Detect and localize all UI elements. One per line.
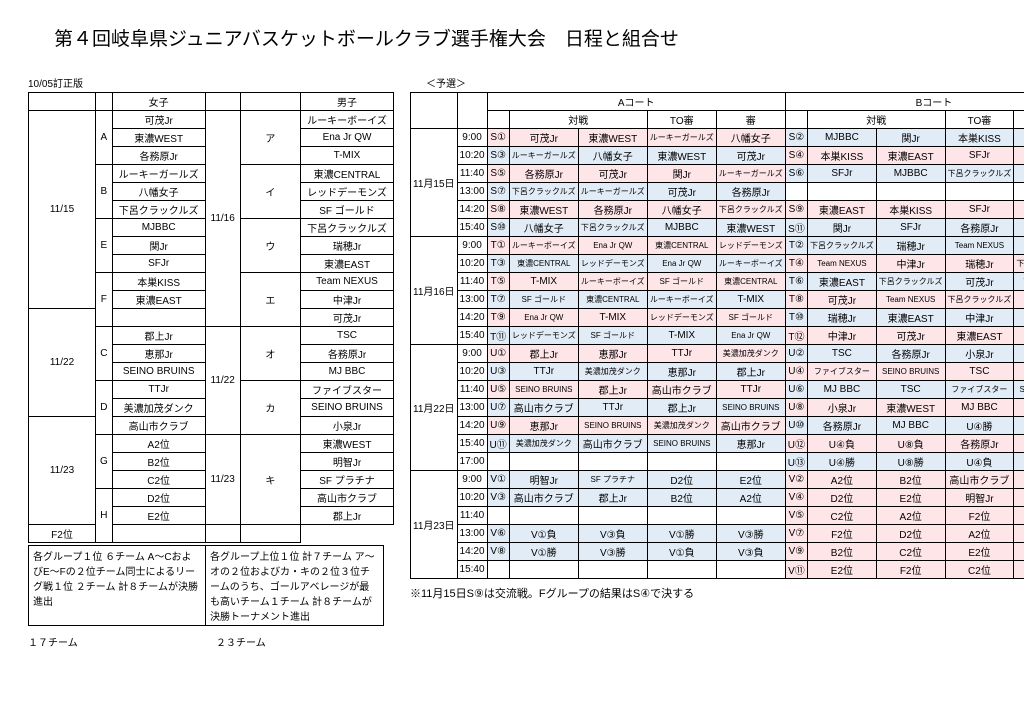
count-boys: ２３チーム xyxy=(216,634,394,649)
schedule-footnote: ※11月15日S⑨は交流戦。Fグループの結果はS④で決する xyxy=(410,585,1024,601)
count-girls: １７チーム xyxy=(28,634,206,649)
groups-panel: 女子男子11/15A可茂Jr11/16アルーキーボーイズ東濃WESTEna Jr… xyxy=(28,92,394,649)
revision-label: 10/05訂正版 xyxy=(28,75,426,90)
prelim-label: ＜予選＞ xyxy=(426,75,466,90)
groups-table: 女子男子11/15A可茂Jr11/16アルーキーボーイズ東濃WESTEna Jr… xyxy=(28,92,394,543)
page-title: 第４回岐阜県ジュニアバスケットボールクラブ選手権大会 日程と組合せ xyxy=(54,24,996,51)
note-girls: 各グループ１位 ６チーム A～CおよびE～Fの２位チーム同士によるリーグ戦１位 … xyxy=(28,545,206,626)
schedule-panel: AコートBコート対戦TO審審対戦TO審審11月15日9:00S①可茂Jr東濃WE… xyxy=(410,92,1024,601)
schedule-table: AコートBコート対戦TO審審対戦TO審審11月15日9:00S①可茂Jr東濃WE… xyxy=(410,92,1024,579)
note-boys: 各グループ上位１位 計７チーム ア～オの２位およびカ・キの２位３位チームのうち、… xyxy=(206,545,384,626)
